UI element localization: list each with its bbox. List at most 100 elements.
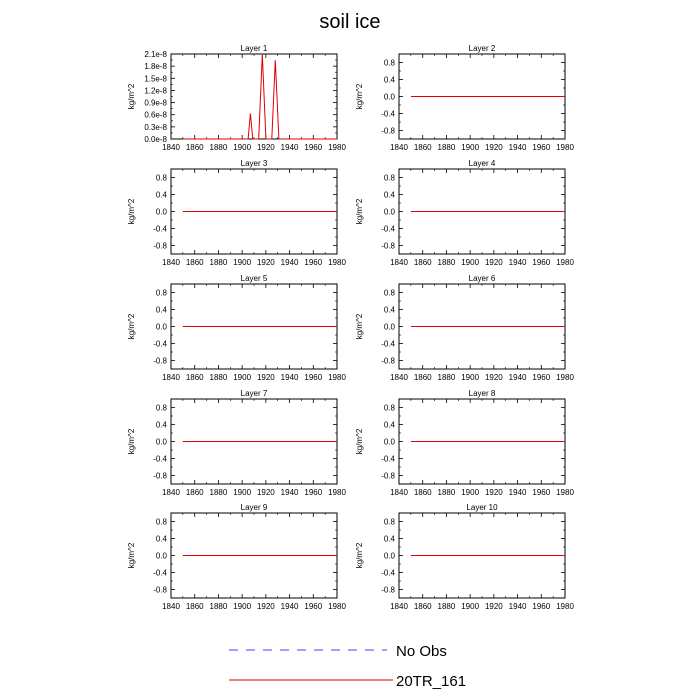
x-tick-label: 1860 — [414, 373, 432, 382]
y-tick-label: -0.8 — [381, 586, 395, 595]
y-tick-label: 0.0 — [384, 438, 396, 447]
panels: Layer 1 kg/m^2 1840 1860 1880 1900 1920 1940 196… — [127, 44, 574, 611]
y-axis-label: kg/m^2 — [355, 542, 364, 568]
y-axis-label: kg/m^2 — [355, 313, 364, 339]
y-tick-label: 0.0 — [384, 208, 396, 217]
y-tick-label: 0.0 — [156, 208, 168, 217]
x-tick-label: 1980 — [556, 488, 574, 497]
y-axis-label: kg/m^2 — [127, 542, 136, 568]
x-tick-label: 1840 — [162, 488, 180, 497]
x-tick-label: 1920 — [257, 373, 275, 382]
x-tick-label: 1900 — [233, 488, 251, 497]
chart-panel-1: Layer 1 kg/m^2 1840 1860 1880 1900 1920 1940 196… — [127, 44, 346, 152]
y-tick-label: 0.4 — [384, 535, 396, 544]
y-axis-label: kg/m^2 — [355, 428, 364, 454]
x-tick-label: 1880 — [210, 488, 228, 497]
y-tick-label: 0.4 — [156, 191, 168, 200]
x-tick-label: 1840 — [162, 258, 180, 267]
x-tick-label: 1960 — [304, 143, 322, 152]
y-tick-label: 0.9e-8 — [144, 99, 167, 108]
y-tick-label: -0.4 — [153, 569, 167, 578]
x-tick-label: 1880 — [438, 143, 456, 152]
x-tick-label: 1940 — [281, 602, 299, 611]
chart-panel-5: Layer 5 kg/m^2 1840 1860 1880 1900 1920 1940 196… — [127, 274, 346, 382]
y-tick-label: -0.8 — [153, 242, 167, 251]
x-tick-label: 1860 — [186, 373, 204, 382]
x-tick-label: 1920 — [485, 258, 503, 267]
y-tick-label: 0.0 — [156, 438, 168, 447]
x-tick-label: 1880 — [438, 373, 456, 382]
x-tick-label: 1940 — [509, 143, 527, 152]
x-tick-label: 1880 — [438, 488, 456, 497]
x-tick-label: 1860 — [414, 143, 432, 152]
y-tick-label: -0.8 — [381, 127, 395, 136]
x-tick-label: 1860 — [414, 602, 432, 611]
x-tick-label: 1920 — [485, 373, 503, 382]
x-tick-label: 1880 — [210, 258, 228, 267]
figure-title: soil ice — [319, 11, 380, 33]
y-tick-label: -0.4 — [381, 455, 395, 464]
y-tick-label: -0.4 — [381, 340, 395, 349]
legend-label-no-obs: No Obs — [396, 643, 447, 660]
chart-panel-6: Layer 6 kg/m^2 1840 1860 1880 1900 1920 1940 196… — [355, 274, 574, 382]
x-tick-label: 1900 — [461, 602, 479, 611]
panel-title: Layer 2 — [469, 44, 496, 53]
panel-title: Layer 10 — [466, 503, 498, 512]
y-tick-label: 0.8 — [156, 518, 168, 527]
x-tick-label: 1980 — [556, 373, 574, 382]
legend: No Obs 20TR_161 — [229, 643, 466, 690]
y-tick-label: 0.8 — [384, 289, 396, 298]
y-tick-label: 0.4 — [384, 76, 396, 85]
x-tick-label: 1880 — [438, 258, 456, 267]
y-tick-label: 0.3e-8 — [144, 123, 167, 132]
y-tick-label: 0.4 — [384, 306, 396, 315]
x-tick-label: 1860 — [186, 258, 204, 267]
x-tick-label: 1960 — [304, 602, 322, 611]
x-tick-label: 1940 — [509, 258, 527, 267]
x-tick-label: 1900 — [233, 602, 251, 611]
x-tick-label: 1960 — [304, 488, 322, 497]
x-tick-label: 1900 — [233, 258, 251, 267]
x-tick-label: 1980 — [328, 373, 346, 382]
y-tick-label: -0.4 — [381, 225, 395, 234]
x-tick-label: 1860 — [186, 143, 204, 152]
panel-title: Layer 3 — [241, 159, 268, 168]
y-axis-label: kg/m^2 — [355, 198, 364, 224]
x-tick-label: 1900 — [461, 143, 479, 152]
y-tick-label: 2.1e-8 — [144, 50, 167, 59]
x-tick-label: 1960 — [304, 373, 322, 382]
x-tick-label: 1940 — [281, 258, 299, 267]
y-tick-label: 0.0 — [156, 323, 168, 332]
y-axis-label: kg/m^2 — [127, 198, 136, 224]
x-tick-label: 1880 — [210, 373, 228, 382]
x-tick-label: 1880 — [210, 602, 228, 611]
chart-panel-7: Layer 7 kg/m^2 1840 1860 1880 1900 1920 1940 196… — [127, 389, 346, 497]
chart-panel-10: Layer 10 kg/m^2 1840 1860 1880 1900 1920 1940 19… — [355, 503, 574, 611]
x-tick-label: 1860 — [414, 488, 432, 497]
x-tick-label: 1940 — [281, 143, 299, 152]
x-tick-label: 1960 — [532, 488, 550, 497]
x-tick-label: 1840 — [390, 373, 408, 382]
x-tick-label: 1920 — [257, 143, 275, 152]
x-tick-label: 1920 — [485, 143, 503, 152]
x-tick-label: 1840 — [162, 373, 180, 382]
x-tick-label: 1860 — [186, 488, 204, 497]
panel-title: Layer 4 — [469, 159, 496, 168]
series-line-20tr-161 — [182, 53, 337, 140]
x-tick-label: 1900 — [461, 258, 479, 267]
y-tick-label: 0.4 — [156, 306, 168, 315]
y-tick-label: 1.8e-8 — [144, 62, 167, 71]
x-tick-label: 1920 — [257, 488, 275, 497]
y-tick-label: 0.0 — [384, 552, 396, 561]
y-tick-label: 0.4 — [384, 191, 396, 200]
y-axis-label: kg/m^2 — [127, 83, 136, 109]
x-tick-label: 1900 — [233, 143, 251, 152]
x-tick-label: 1840 — [162, 602, 180, 611]
x-tick-label: 1920 — [485, 488, 503, 497]
panel-title: Layer 9 — [241, 503, 268, 512]
y-tick-label: -0.4 — [153, 455, 167, 464]
y-tick-label: -0.4 — [153, 225, 167, 234]
plot-frame — [170, 53, 338, 140]
x-tick-label: 1860 — [414, 258, 432, 267]
